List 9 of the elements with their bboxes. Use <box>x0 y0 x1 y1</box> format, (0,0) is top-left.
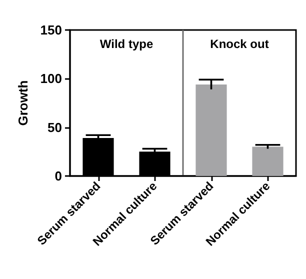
y-tick-label: 150 <box>40 22 62 38</box>
bar <box>252 146 284 176</box>
y-axis-title: Growth <box>15 80 30 126</box>
y-tick-label: 50 <box>48 120 62 135</box>
bar <box>196 84 227 176</box>
y-tick-label: 100 <box>40 71 62 86</box>
annotation: Wild type <box>100 37 154 51</box>
y-tick-label: 0 <box>54 168 62 184</box>
annotation: Knock out <box>210 37 269 51</box>
